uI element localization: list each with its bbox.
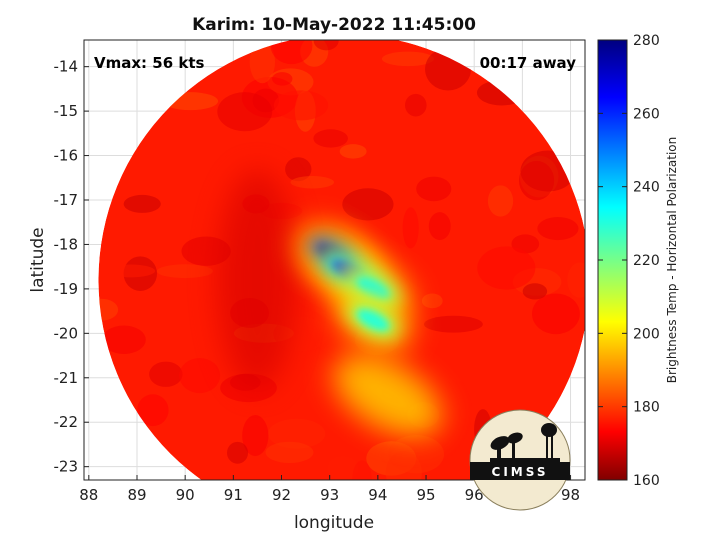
texture-patch xyxy=(477,246,536,290)
texture-patch xyxy=(313,40,339,51)
texture-patch xyxy=(268,418,326,449)
y-tick-label: -18 xyxy=(54,235,79,253)
south-rainband-halo xyxy=(333,354,442,437)
texture-patch xyxy=(487,185,514,217)
y-tick-label: -21 xyxy=(54,369,79,387)
x-tick-label: 89 xyxy=(127,486,146,504)
x-tick-label: 95 xyxy=(416,486,435,504)
texture-patch xyxy=(98,298,119,321)
logo-text: CIMSS xyxy=(492,465,549,479)
texture-patch xyxy=(265,441,314,464)
y-tick-label: -17 xyxy=(54,191,79,209)
chart-title: Karim: 10-May-2022 11:45:00 xyxy=(192,15,476,35)
texture-patch xyxy=(339,144,367,159)
cold-region xyxy=(217,170,298,390)
texture-patch xyxy=(273,90,329,121)
cimss-logo: CIMSS xyxy=(469,409,571,511)
texture-patch xyxy=(101,325,146,355)
colorbar-tick-label: 200 xyxy=(633,326,660,342)
y-tick-label: -19 xyxy=(54,280,79,298)
y-tick-label: -15 xyxy=(54,102,79,120)
x-tick-label: 91 xyxy=(224,486,243,504)
swath-layer xyxy=(98,40,585,480)
texture-patch xyxy=(149,361,183,387)
texture-patch xyxy=(352,460,372,480)
swath-texture xyxy=(98,40,585,480)
texture-patch xyxy=(531,293,580,335)
texture-patch xyxy=(404,93,427,117)
texture-patch xyxy=(537,217,579,241)
texture-patch xyxy=(242,415,269,457)
texture-patch xyxy=(522,283,548,300)
y-axis-label: latitude xyxy=(28,227,48,292)
texture-patch xyxy=(226,441,249,464)
colorbar-ticks: 280 260 240 220 200 180 160 xyxy=(598,33,660,489)
vmax-annotation: Vmax: 56 kts xyxy=(94,54,204,72)
colorbar-tick-label: 220 xyxy=(633,253,660,269)
time-away-annotation: 00:17 away xyxy=(480,54,577,72)
y-tick-label: -20 xyxy=(54,324,79,342)
x-tick-label: 93 xyxy=(320,486,339,504)
x-tick-label: 94 xyxy=(368,486,387,504)
texture-patch xyxy=(342,188,394,221)
y-tick-label: -23 xyxy=(54,458,79,476)
y-axis-ticks: -14 -15 -16 -17 -18 -19 -20 -21 -22 -23 xyxy=(54,58,89,476)
x-tick-label: 90 xyxy=(176,486,195,504)
band-lower-center xyxy=(356,308,390,332)
texture-patch xyxy=(272,72,293,86)
texture-patch xyxy=(156,264,213,279)
x-tick-label: 88 xyxy=(79,486,98,504)
texture-patch xyxy=(421,293,443,309)
axes-frame xyxy=(83,39,586,481)
texture-patch xyxy=(388,435,445,474)
texture-patch xyxy=(123,194,161,213)
texture-patch xyxy=(416,176,452,202)
colorbar-tick-label: 280 xyxy=(633,33,660,49)
colorbar-tick-label: 240 xyxy=(633,180,660,196)
x-tick-label: 96 xyxy=(465,486,484,504)
colorbar-label: Brightness Temp - Horizontal Polarizatio… xyxy=(665,137,679,384)
x-tick-label: 92 xyxy=(272,486,291,504)
colorbar-tick-label: 180 xyxy=(633,400,660,416)
texture-patch xyxy=(518,160,555,201)
texture-patch xyxy=(567,262,585,298)
texture-patch xyxy=(285,157,312,182)
texture-patch xyxy=(381,51,434,67)
x-axis-label: longitude xyxy=(294,513,374,533)
y-tick-label: -16 xyxy=(54,147,79,165)
y-tick-label: -14 xyxy=(54,58,79,76)
colorbar-tick-label: 160 xyxy=(633,473,660,489)
colorbar-tick-label: 260 xyxy=(633,106,660,122)
storm-features xyxy=(295,224,442,437)
y-tick-label: -22 xyxy=(54,413,79,431)
texture-patch xyxy=(428,212,451,241)
texture-patch xyxy=(423,315,483,333)
texture-patch xyxy=(106,264,156,278)
texture-patch xyxy=(137,394,169,427)
texture-patch xyxy=(327,455,359,480)
texture-patch xyxy=(179,357,221,394)
x-tick-label: 98 xyxy=(561,486,580,504)
texture-patch xyxy=(270,40,313,65)
texture-patch xyxy=(249,40,276,84)
texture-patch xyxy=(290,175,335,189)
texture-patch xyxy=(313,129,348,148)
band-mid-center xyxy=(356,277,390,300)
texture-patch xyxy=(217,92,273,132)
texture-patch xyxy=(402,207,419,249)
